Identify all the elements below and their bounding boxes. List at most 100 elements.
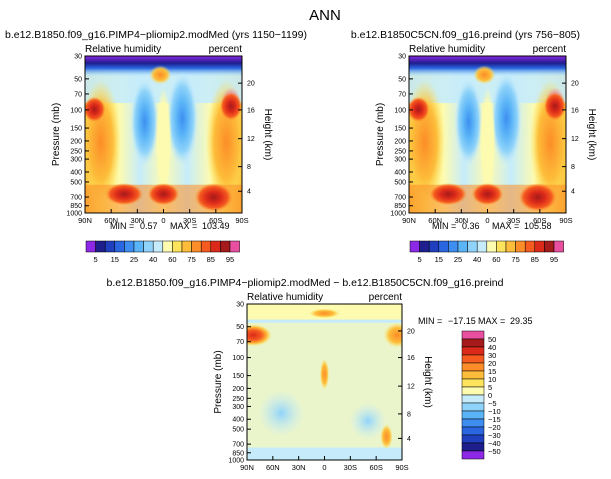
colorbar-label: 40 bbox=[149, 255, 157, 264]
x-tick-label: 60S bbox=[533, 216, 546, 225]
y-tick-label: 250 bbox=[232, 396, 244, 403]
y-tick-label: 50 bbox=[74, 76, 82, 83]
y2-tick-label: 20 bbox=[247, 81, 255, 88]
colorbar-swatch bbox=[181, 240, 192, 253]
contour-field bbox=[409, 56, 566, 213]
equatorial-column bbox=[479, 87, 496, 198]
colorbar-label: −50 bbox=[488, 447, 501, 456]
y2-axis-title: Height (km) bbox=[586, 109, 597, 161]
y-tick-label: 30 bbox=[236, 302, 244, 309]
colorbar-swatch bbox=[210, 240, 221, 253]
colorbar-swatch bbox=[200, 240, 212, 253]
y-tick-label: 700 bbox=[394, 195, 406, 202]
colorbar-swatch bbox=[461, 450, 485, 460]
y-tick-label: 200 bbox=[70, 138, 82, 145]
min-value: −17.15 bbox=[448, 316, 476, 326]
y-tick-label: 400 bbox=[70, 169, 82, 176]
colorbar-label: 40 bbox=[488, 343, 496, 352]
y-tick-label: 100 bbox=[394, 107, 406, 114]
colorbar-swatch bbox=[461, 386, 485, 396]
colorbar-label: 50 bbox=[488, 335, 496, 344]
colorbar-label: 10 bbox=[488, 375, 496, 384]
hotspot-south-mid bbox=[544, 92, 566, 121]
colorbar-label: 40 bbox=[473, 255, 481, 264]
colorbar-label: 85 bbox=[207, 255, 215, 264]
colorbar-label: 5 bbox=[418, 255, 422, 264]
colorbar-swatch bbox=[191, 240, 202, 253]
y2-tick-label: 12 bbox=[571, 136, 579, 143]
colorbar-horizontal-1: 5 15 25 40 60 75 85 95 bbox=[85, 240, 240, 264]
equatorial-column bbox=[155, 87, 172, 198]
panel-difference: b.e12.B1850.f09_g16.PIMP4−pliomip2.modMe… bbox=[107, 277, 533, 472]
x-tick-label: 90S bbox=[559, 216, 572, 225]
positive-north bbox=[247, 324, 272, 347]
colorbar-label: 15 bbox=[435, 255, 443, 264]
y-tick-label: 500 bbox=[394, 179, 406, 186]
colorbar-swatch bbox=[172, 240, 183, 253]
northern-moist bbox=[429, 183, 468, 206]
units-label: percent bbox=[209, 44, 243, 55]
y2-tick-label: 16 bbox=[247, 107, 255, 114]
colorbar-swatch bbox=[95, 240, 106, 253]
y-tick-label: 100 bbox=[70, 107, 82, 114]
panel-title: b.e12.B1850.f09_g16.PIMP4−pliomip2.modMe… bbox=[5, 29, 307, 41]
colorbar-label: 5 bbox=[94, 255, 98, 264]
colorbar-swatch bbox=[505, 240, 516, 253]
y-tick-label: 200 bbox=[232, 386, 244, 393]
colorbar-swatch bbox=[515, 240, 526, 253]
x-tick-label: 0 bbox=[322, 463, 326, 472]
units-label: percent bbox=[533, 44, 567, 55]
x-tick-label: 30S bbox=[507, 216, 520, 225]
colorbar-swatch bbox=[461, 346, 485, 356]
y-tick-label: 30 bbox=[398, 54, 406, 61]
colorbar-swatch bbox=[133, 240, 144, 253]
y-tick-label: 70 bbox=[236, 339, 244, 346]
page-title: ANN bbox=[309, 7, 341, 24]
colorbar-label: 85 bbox=[531, 255, 539, 264]
colorbar-swatch bbox=[457, 240, 468, 253]
y-tick-label: 850 bbox=[394, 203, 406, 210]
y2-tick-label: 4 bbox=[407, 436, 411, 443]
min-value: 0.57 bbox=[140, 221, 158, 231]
colorbar-swatch bbox=[461, 338, 485, 348]
contour-field bbox=[247, 304, 402, 460]
colorbar-label: −40 bbox=[488, 439, 501, 448]
min-label: MIN = bbox=[110, 221, 134, 231]
panel-title: b.e12.B1850C5CN.f09_g16.preind (yrs 756−… bbox=[351, 29, 580, 41]
tropopause-moist bbox=[473, 65, 496, 85]
negative-north bbox=[257, 389, 305, 437]
y-axis-title: Pressure (mb) bbox=[213, 350, 224, 413]
y-tick-label: 150 bbox=[394, 126, 406, 133]
y-tick-label: 250 bbox=[394, 148, 406, 155]
x-tick-label: 30N bbox=[292, 463, 306, 472]
colorbar-label: −15 bbox=[488, 415, 501, 424]
colorbar-label: 95 bbox=[550, 255, 558, 264]
x-tick-label: 60S bbox=[209, 216, 222, 225]
hotspot-north-upper bbox=[409, 96, 430, 122]
x-tick-label: 30S bbox=[344, 463, 357, 472]
colorbar-swatch bbox=[409, 240, 420, 253]
y2-tick-label: 4 bbox=[571, 189, 575, 196]
colorbar-swatch bbox=[496, 240, 507, 253]
y-tick-label: 70 bbox=[398, 91, 406, 98]
units-label: percent bbox=[369, 292, 403, 303]
colorbar-label: 25 bbox=[130, 255, 138, 264]
colorbar-swatch bbox=[124, 240, 135, 253]
max-label: MAX = bbox=[478, 316, 505, 326]
x-tick-label: 90S bbox=[395, 463, 408, 472]
itcz-moist bbox=[147, 183, 180, 206]
colorbar-horizontal-2: 5 15 25 40 60 75 85 95 bbox=[409, 240, 564, 264]
y-tick-label: 700 bbox=[232, 442, 244, 449]
colorbar-swatch bbox=[448, 240, 459, 253]
x-tick-label: 60S bbox=[369, 463, 382, 472]
colorbar-swatch bbox=[534, 240, 545, 253]
colorbar-swatch bbox=[461, 434, 485, 444]
colorbar-swatch bbox=[476, 240, 488, 253]
min-value: 0.36 bbox=[462, 221, 480, 231]
y2-tick-label: 16 bbox=[407, 355, 415, 362]
colorbar-swatch bbox=[85, 240, 96, 253]
dry-zone-south bbox=[166, 71, 199, 166]
colorbar-swatch bbox=[220, 240, 231, 253]
y-tick-label: 300 bbox=[70, 157, 82, 164]
